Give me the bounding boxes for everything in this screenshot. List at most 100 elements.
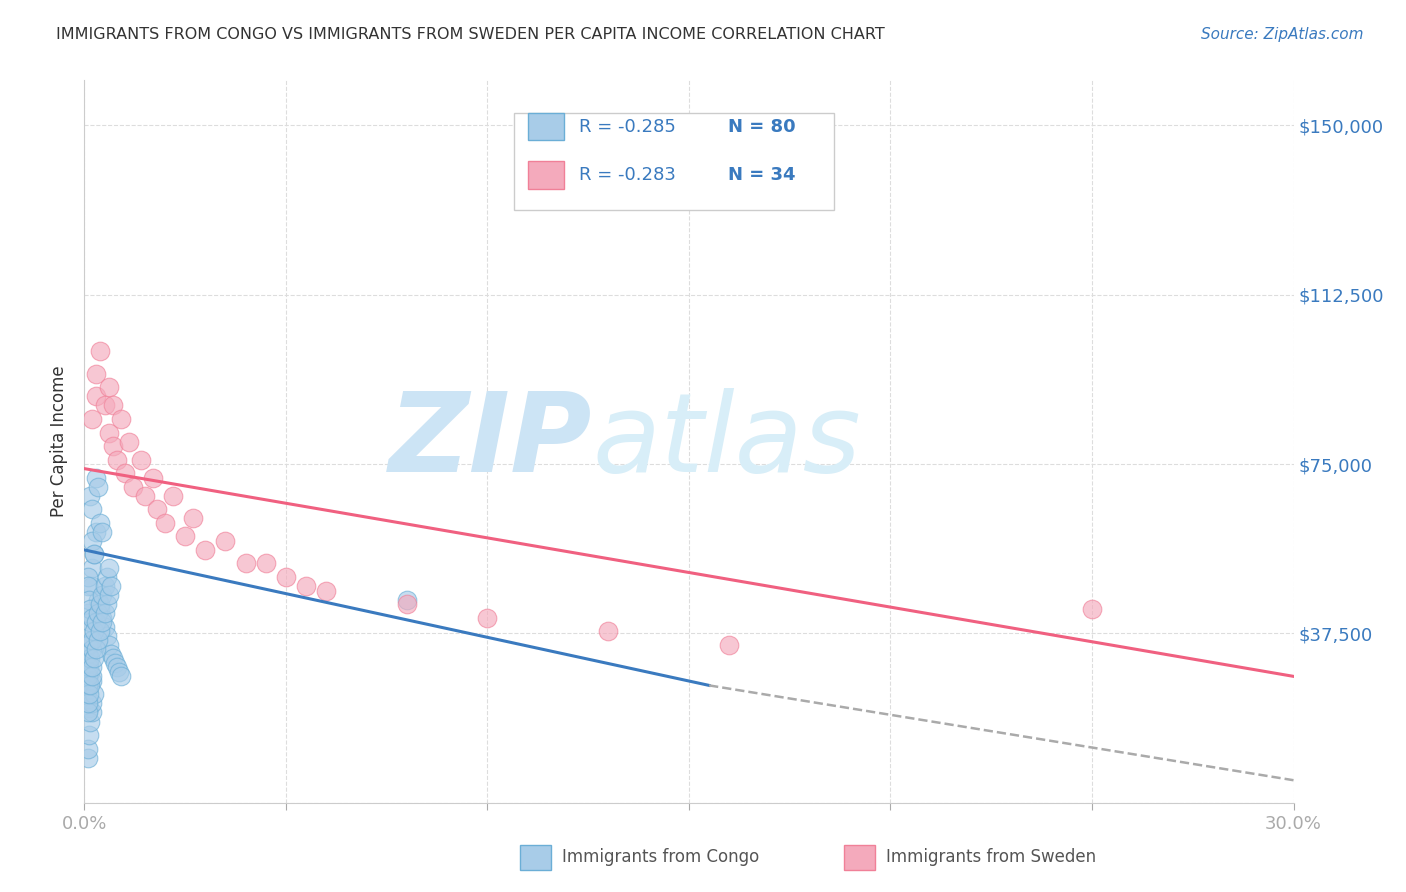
Point (76, 706, 98, 720)
Text: atlas: atlas (592, 388, 860, 495)
Point (87, 633, 110, 648)
Text: N = 34: N = 34 (728, 166, 796, 184)
Point (77, 638, 100, 652)
Point (83, 624, 105, 639)
Point (107, 665, 129, 679)
Point (77, 687, 100, 701)
Point (80, 502, 103, 516)
Text: Immigrants from Congo: Immigrants from Congo (562, 848, 759, 866)
Point (96, 597, 118, 611)
Point (89, 601, 111, 615)
Point (105, 660, 128, 674)
Point (89, 344, 111, 359)
Point (76, 750, 98, 764)
Point (153, 516, 176, 530)
Point (91, 610, 114, 624)
Point (162, 489, 184, 503)
Point (77, 692, 100, 706)
Point (82, 660, 104, 674)
Point (77, 673, 100, 688)
Point (214, 533, 236, 548)
Point (80, 706, 103, 720)
Point (1081, 601, 1104, 615)
Point (97, 588, 120, 602)
Point (86, 470, 108, 484)
Point (77, 592, 100, 607)
Point (89, 597, 111, 611)
Text: IMMIGRANTS FROM CONGO VS IMMIGRANTS FROM SWEDEN PER CAPITA INCOME CORRELATION CH: IMMIGRANTS FROM CONGO VS IMMIGRANTS FROM… (56, 27, 884, 42)
Point (76, 678, 98, 692)
Point (76, 638, 98, 652)
Point (181, 511, 204, 525)
Point (718, 638, 741, 652)
Point (82, 412, 104, 426)
Point (77, 701, 100, 715)
Point (91, 524, 114, 539)
Point (87, 606, 110, 620)
Point (80, 669, 103, 683)
Point (79, 489, 101, 503)
Point (395, 592, 418, 607)
Point (598, 624, 620, 639)
Point (93, 579, 115, 593)
Point (97, 425, 120, 440)
Point (83, 548, 105, 562)
Point (110, 412, 132, 426)
Point (121, 480, 143, 494)
Point (83, 548, 105, 562)
Point (76, 570, 98, 584)
Point (101, 398, 124, 412)
Point (118, 434, 141, 449)
Point (110, 669, 132, 683)
Point (96, 570, 118, 584)
Point (82, 533, 104, 548)
Point (77, 647, 100, 661)
Point (77, 728, 100, 742)
Bar (513, 112, 834, 211)
Point (89, 624, 111, 639)
Point (142, 470, 165, 484)
Point (77, 660, 100, 674)
Text: Immigrants from Sweden: Immigrants from Sweden (886, 848, 1095, 866)
Point (235, 557, 257, 571)
Point (79, 678, 101, 692)
Bar (529, 161, 564, 189)
Point (80, 610, 103, 624)
Point (86, 367, 108, 381)
Point (101, 439, 124, 453)
Point (174, 529, 197, 543)
Point (315, 583, 337, 598)
Point (100, 647, 122, 661)
Point (105, 452, 128, 467)
Point (86, 642, 108, 657)
Point (83, 651, 105, 665)
Point (104, 656, 127, 670)
Point (254, 557, 277, 571)
Point (100, 579, 122, 593)
Point (86, 389, 108, 403)
Point (79, 601, 101, 615)
Point (77, 624, 100, 639)
Point (79, 615, 101, 630)
Point (82, 697, 104, 711)
Point (93, 620, 115, 634)
Point (89, 516, 111, 530)
Point (134, 489, 156, 503)
Point (87, 480, 110, 494)
Point (76, 682, 98, 697)
Point (274, 570, 297, 584)
Point (86, 615, 108, 630)
Point (194, 542, 217, 557)
Point (97, 638, 120, 652)
Point (101, 651, 124, 665)
Text: Source: ZipAtlas.com: Source: ZipAtlas.com (1201, 27, 1364, 42)
Bar (529, 112, 564, 140)
Point (77, 669, 100, 683)
Point (77, 697, 100, 711)
Point (77, 579, 100, 593)
Point (97, 561, 120, 575)
Text: ZIP: ZIP (388, 388, 592, 495)
Point (76, 606, 98, 620)
Point (295, 579, 318, 593)
Point (129, 452, 152, 467)
